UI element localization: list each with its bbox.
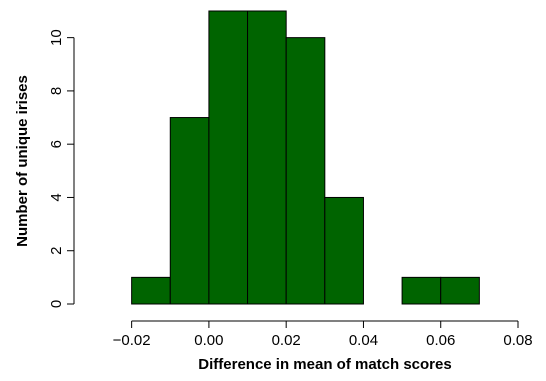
y-axis-title: Number of unique irises xyxy=(14,75,31,247)
x-tick-label: −0.02 xyxy=(113,332,151,349)
y-tick-label: 8 xyxy=(48,87,65,95)
x-tick-label: 0.04 xyxy=(349,332,378,349)
x-tick-label: 0.02 xyxy=(272,332,301,349)
histogram-bar xyxy=(440,276,480,305)
histogram-bar xyxy=(324,196,364,305)
y-axis: 0 2 4 6 8 10 xyxy=(48,29,75,308)
histogram-bar xyxy=(131,276,171,305)
x-tick-label: 0.08 xyxy=(503,332,532,349)
y-tick-label: 6 xyxy=(48,140,65,148)
x-tick-label: 0.06 xyxy=(426,332,455,349)
histogram-bar xyxy=(247,10,287,305)
y-tick-label: 4 xyxy=(48,193,65,201)
histogram-bar xyxy=(285,37,326,305)
histogram-bar xyxy=(169,117,210,305)
x-tick-label: 0.00 xyxy=(194,332,223,349)
y-tick-label: 2 xyxy=(48,247,65,255)
histogram-bar xyxy=(401,276,442,305)
x-axis: −0.02 0.00 0.02 0.04 0.06 0.08 xyxy=(113,320,533,349)
y-tick-label: 0 xyxy=(48,300,65,308)
x-axis-title: Difference in mean of match scores xyxy=(198,356,451,373)
histogram-bar xyxy=(208,10,249,305)
y-tick-label: 10 xyxy=(48,29,65,46)
histogram-bars xyxy=(131,10,480,305)
